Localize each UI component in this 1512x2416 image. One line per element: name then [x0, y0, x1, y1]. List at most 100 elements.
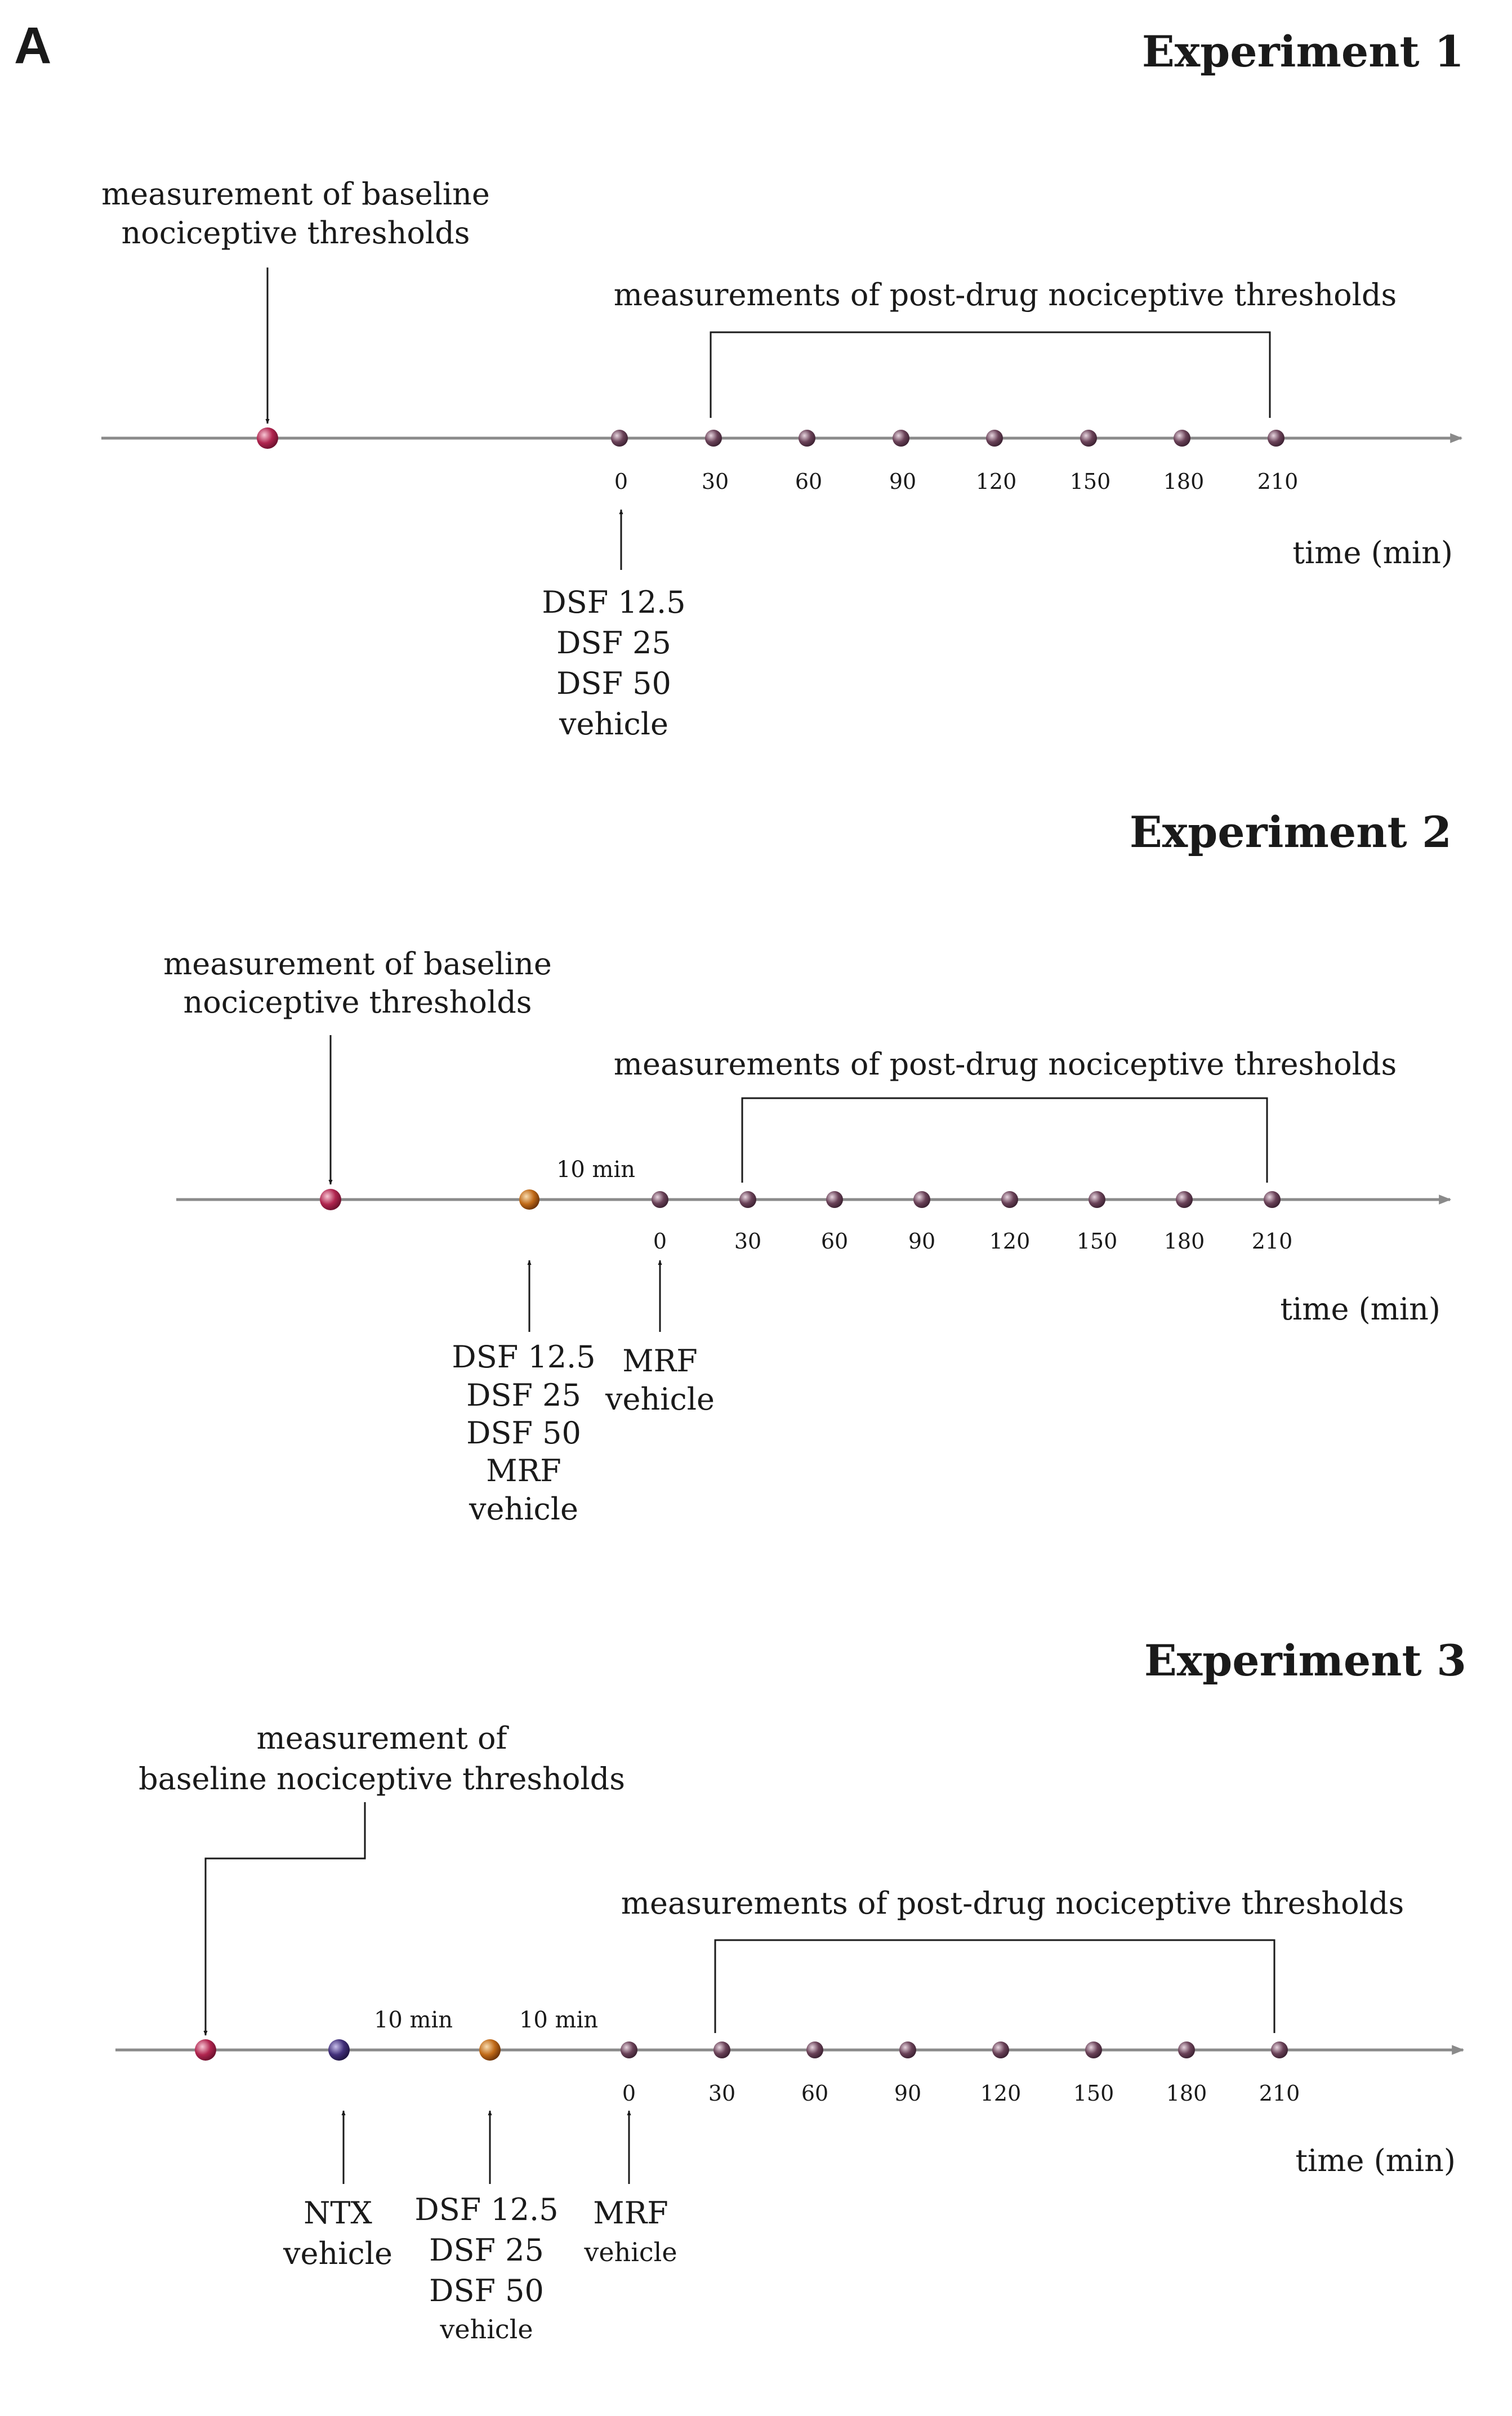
post-drug-bracket: [741, 1097, 1268, 1183]
tick-label: 60: [821, 1229, 848, 1254]
tick-label: 30: [708, 2081, 735, 2106]
tick-label: 120: [980, 2081, 1022, 2106]
baseline-label: baseline nociceptive thresholds: [139, 1761, 625, 1797]
time-point-marker: [1001, 1191, 1018, 1208]
interval-label: 10 min: [556, 1157, 635, 1183]
time-point-marker: [913, 1191, 930, 1208]
baseline-label: nociceptive thresholds: [122, 215, 470, 251]
time-axis-label: time (min): [1280, 1291, 1440, 1327]
time-point-marker: [713, 2041, 730, 2058]
post-drug-label: measurements of post-drug nociceptive th…: [621, 1885, 1404, 1921]
tick-label: 180: [1163, 469, 1205, 494]
experiment-title: Experiment 2: [1130, 807, 1452, 857]
tick-label: 150: [1073, 2081, 1114, 2106]
treatment-label: DSF 25: [556, 625, 671, 661]
treatment-label: MRF: [622, 1343, 697, 1379]
pretreatment-marker: [519, 1189, 539, 1210]
tick-label: 0: [622, 2081, 636, 2106]
tick-label: 210: [1259, 2081, 1300, 2106]
treatment-label: MRF: [486, 1453, 561, 1488]
baseline-label: measurement of baseline: [163, 946, 552, 982]
treatment-label: vehicle: [469, 1491, 578, 1527]
tick-label: 30: [734, 1229, 761, 1254]
treatment-label: vehicle: [605, 1381, 715, 1417]
panel-label: A: [14, 17, 51, 74]
experiment-title: Experiment 3: [1144, 1635, 1466, 1686]
time-point-marker: [1174, 430, 1190, 447]
time-point-marker: [992, 2041, 1009, 2058]
tick-label: 180: [1166, 2081, 1207, 2106]
treatment-label: DSF 50: [429, 2273, 544, 2308]
time-axis-label: time (min): [1292, 535, 1453, 570]
baseline-arrow: [203, 1802, 366, 2036]
baseline-label: measurement of baseline: [101, 176, 490, 212]
time-point-marker: [1080, 430, 1097, 447]
treatment-label: DSF 12.5: [452, 1339, 595, 1375]
time-point-marker: [1085, 2041, 1102, 2058]
time-axis-label: time (min): [1295, 2143, 1456, 2178]
tick-label: 150: [1077, 1229, 1118, 1254]
baseline-label: nociceptive thresholds: [184, 984, 532, 1020]
interval-label: 10 min: [519, 2007, 598, 2033]
tick-label: 60: [795, 469, 822, 494]
time-point-marker: [652, 1191, 668, 1208]
time-point-marker: [986, 430, 1003, 447]
interval-label: 10 min: [374, 2007, 453, 2033]
tick-label: 30: [702, 469, 729, 494]
time-point-marker: [826, 1191, 843, 1208]
treatment-label: DSF 50: [466, 1415, 581, 1451]
tick-label: 0: [653, 1229, 667, 1254]
time-point-marker: [1271, 2041, 1288, 2058]
treatment-label: DSF 25: [429, 2232, 544, 2268]
time-point-marker: [806, 2041, 823, 2058]
time-point-marker: [893, 430, 909, 447]
experiment-title: Experiment 1: [1142, 26, 1464, 77]
tick-label: 150: [1070, 469, 1111, 494]
time-point-marker: [739, 1191, 756, 1208]
baseline-marker: [257, 427, 278, 449]
post-drug-label: measurements of post-drug nociceptive th…: [614, 1046, 1397, 1082]
treatment-label: DSF 12.5: [542, 585, 685, 620]
baseline-marker: [195, 2039, 216, 2061]
time-point-marker: [621, 2041, 637, 2058]
time-point-marker: [1089, 1191, 1105, 1208]
pretreatment-marker: [479, 2039, 501, 2061]
tick-label: 120: [976, 469, 1017, 494]
post-drug-bracket: [710, 331, 1271, 418]
tick-label: 180: [1164, 1229, 1205, 1254]
treatment-label: DSF 25: [466, 1378, 581, 1413]
tick-label: 90: [889, 469, 916, 494]
tick-label: 120: [989, 1229, 1031, 1254]
treatment-label: vehicle: [583, 2237, 677, 2267]
treatment-label: vehicle: [283, 2236, 393, 2271]
baseline-marker: [320, 1189, 341, 1210]
tick-label: 90: [894, 2081, 921, 2106]
experiment-3: Experiment 3 measurement of baseline noc…: [115, 1635, 1466, 2344]
time-point-marker: [611, 430, 628, 447]
treatment-label: MRF: [593, 2195, 668, 2231]
experiment-1: Experiment 1 measurement of baseline noc…: [101, 26, 1464, 742]
ntx-marker: [328, 2039, 350, 2061]
time-point-marker: [899, 2041, 916, 2058]
time-point-marker: [1264, 1191, 1281, 1208]
treatment-label: vehicle: [559, 706, 668, 742]
time-point-marker: [1176, 1191, 1193, 1208]
tick-label: 60: [801, 2081, 828, 2106]
post-drug-label: measurements of post-drug nociceptive th…: [614, 277, 1397, 313]
post-drug-bracket: [714, 1939, 1275, 2033]
time-point-marker: [705, 430, 722, 447]
tick-label: 90: [908, 1229, 935, 1254]
time-point-marker: [1178, 2041, 1195, 2058]
baseline-label: measurement of: [257, 1720, 510, 1756]
experiment-2: Experiment 2 measurement of baseline noc…: [163, 807, 1452, 1527]
tick-label: 210: [1252, 1229, 1293, 1254]
tick-label: 0: [614, 469, 628, 494]
time-point-marker: [799, 430, 815, 447]
tick-label: 210: [1257, 469, 1299, 494]
treatment-label: DSF 50: [556, 666, 671, 701]
treatment-label: NTX: [304, 2195, 372, 2231]
treatment-label: vehicle: [439, 2314, 533, 2344]
time-point-marker: [1268, 430, 1284, 447]
treatment-label: DSF 12.5: [414, 2192, 558, 2227]
